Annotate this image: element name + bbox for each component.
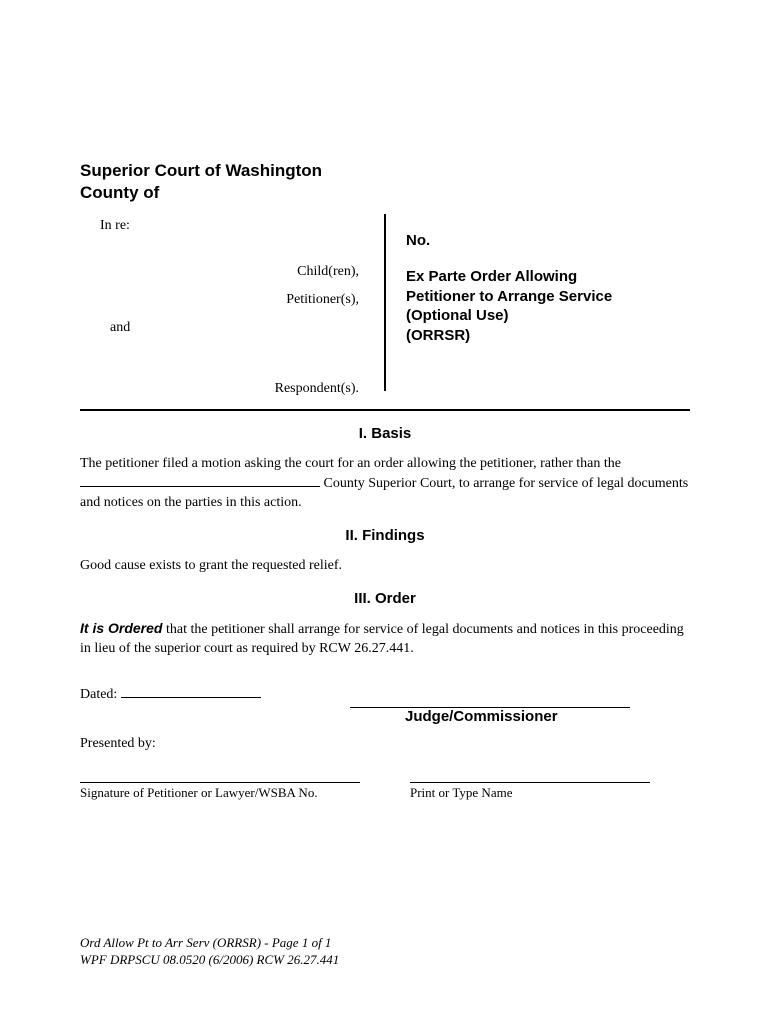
doc-title: Ex Parte Order Allowing Petitioner to Ar… [406, 267, 680, 345]
case-no-label: No. [406, 232, 680, 249]
court-name: Superior Court of Washington [80, 160, 690, 182]
county-line: County of [80, 182, 690, 204]
judge-label: Judge/Commissioner [405, 708, 558, 725]
caption-left: In re: Child(ren), Petitioner(s), and Re… [80, 212, 384, 409]
ordered-bold: It is Ordered [80, 620, 162, 636]
doc-title-l2: Petitioner to Arrange Service [406, 287, 680, 307]
basis-text: The petitioner filed a motion asking the… [80, 454, 690, 513]
page-footer: Ord Allow Pt to Arr Serv (ORRSR) - Page … [80, 935, 339, 969]
order-text: It is Ordered that the petitioner shall … [80, 619, 690, 659]
basis-text-b: County Superior Court, to arrange for se… [80, 476, 688, 511]
footer-line2: WPF DRPSCU 08.0520 (6/2006) RCW 26.27.44… [80, 952, 339, 969]
findings-text: Good cause exists to grant the requested… [80, 556, 690, 576]
dated-row: Dated: [80, 687, 690, 703]
doc-title-l3: (Optional Use) [406, 306, 680, 326]
basis-text-a: The petitioner filed a motion asking the… [80, 456, 621, 471]
dated-blank[interactable] [121, 697, 261, 698]
order-heading: III. Order [80, 590, 690, 607]
signature-block: Dated: Judge/Commissioner Presented by: … [80, 687, 690, 801]
children-label: Child(ren), [100, 264, 374, 280]
respondents-label: Respondent(s). [100, 381, 374, 397]
findings-heading: II. Findings [80, 527, 690, 544]
court-header: Superior Court of Washington County of [80, 160, 690, 204]
caption-right: No. Ex Parte Order Allowing Petitioner t… [386, 212, 690, 409]
dated-label: Dated: [80, 687, 117, 702]
judge-line-wrap: Judge/Commissioner [80, 707, 690, 726]
petitioners-label: Petitioner(s), [100, 292, 374, 308]
caption-box: In re: Child(ren), Petitioner(s), and Re… [80, 212, 690, 411]
petitioner-signature-label: Signature of Petitioner or Lawyer/WSBA N… [80, 782, 360, 801]
signature-row: Signature of Petitioner or Lawyer/WSBA N… [80, 782, 690, 801]
judge-signature-line[interactable]: Judge/Commissioner [350, 707, 630, 726]
doc-title-l1: Ex Parte Order Allowing [406, 267, 680, 287]
doc-title-l4: (ORRSR) [406, 326, 680, 346]
footer-line1: Ord Allow Pt to Arr Serv (ORRSR) - Page … [80, 935, 339, 952]
presented-by: Presented by: [80, 736, 690, 752]
and-label: and [110, 320, 374, 336]
basis-heading: I. Basis [80, 425, 690, 442]
in-re-label: In re: [100, 218, 374, 234]
document-page: Superior Court of Washington County of I… [0, 0, 770, 841]
order-body: that the petitioner shall arrange for se… [80, 622, 684, 657]
print-name-label: Print or Type Name [410, 782, 650, 801]
county-blank[interactable] [80, 486, 320, 487]
